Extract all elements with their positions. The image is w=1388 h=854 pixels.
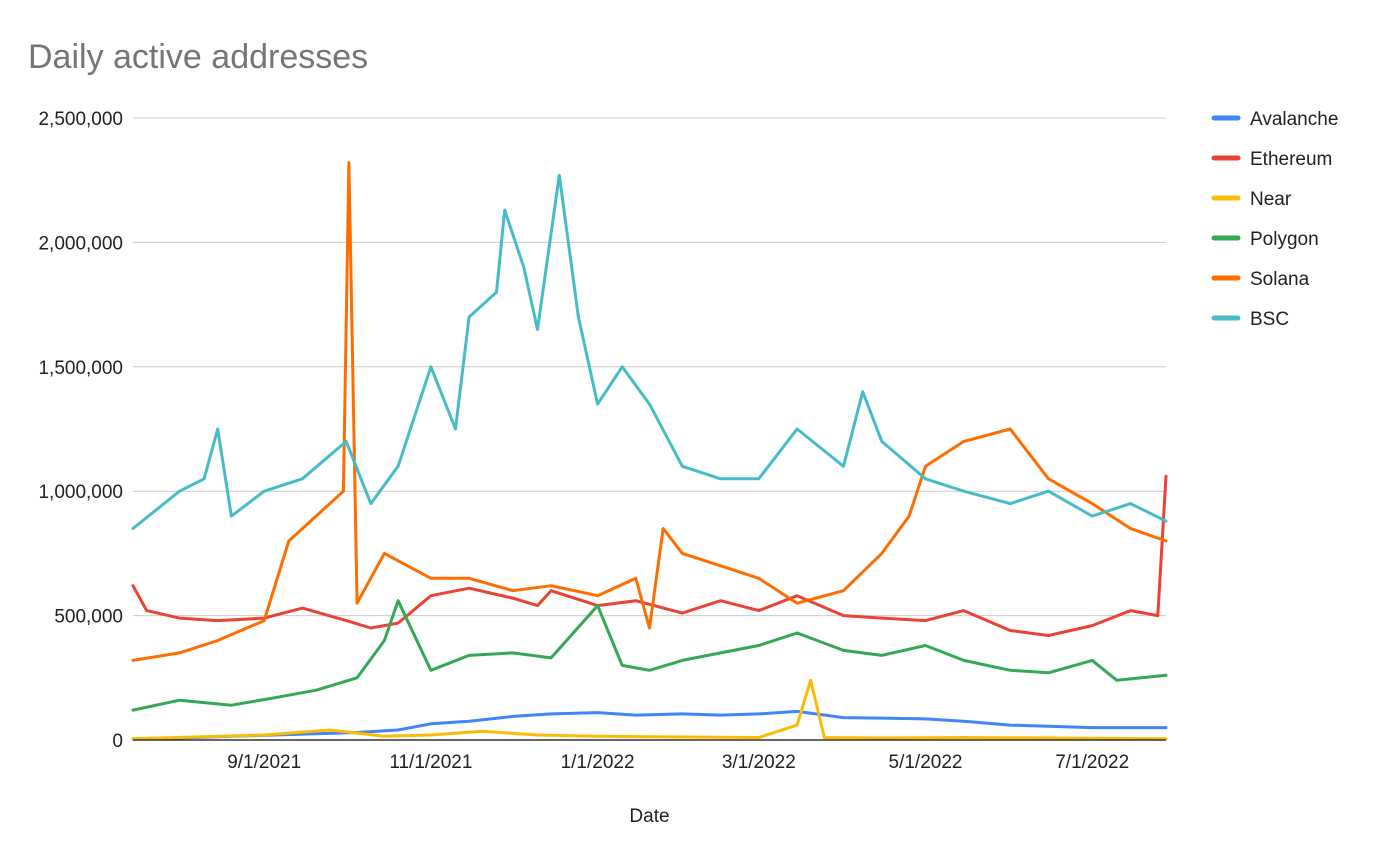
legend-label: BSC bbox=[1250, 309, 1289, 330]
y-tick-label: 0 bbox=[112, 731, 123, 752]
legend-label: Solana bbox=[1250, 269, 1310, 290]
legend-label: Near bbox=[1250, 189, 1292, 210]
series-line-polygon bbox=[131, 599, 1168, 712]
y-axis-ticks: 0 500,000 1,000,000 1,500,000 2,000,000 2,500… bbox=[38, 109, 123, 752]
chart-title: Daily active addresses bbox=[28, 38, 369, 76]
x-tick-label: 5/1/2022 bbox=[889, 752, 963, 773]
legend-label: Ethereum bbox=[1250, 149, 1332, 170]
x-axis-ticks: 9/1/2021 11/1/2021 1/1/2022 3/1/2022 5/1/202… bbox=[227, 752, 1129, 773]
y-tick-label: 1,500,000 bbox=[38, 358, 123, 379]
x-tick-label: 9/1/2021 bbox=[227, 752, 301, 773]
x-tick-label: 11/1/2021 bbox=[389, 752, 472, 773]
legend-label: Polygon bbox=[1250, 229, 1319, 250]
y-tick-label: 500,000 bbox=[54, 607, 123, 628]
legend-label: Avalanche bbox=[1250, 109, 1338, 130]
legend[interactable]: Avalanche Ethereum Near Polygon Solana BSC bbox=[1211, 109, 1338, 330]
legend-item-ethereum[interactable]: Ethereum bbox=[1211, 149, 1332, 170]
series-line-solana bbox=[131, 161, 1168, 662]
legend-item-avalanche[interactable]: Avalanche bbox=[1211, 109, 1338, 130]
y-tick-label: 2,500,000 bbox=[38, 109, 123, 130]
series-line-near bbox=[131, 678, 1168, 741]
series-line-ethereum bbox=[131, 474, 1168, 637]
x-axis-title: Date bbox=[629, 806, 669, 827]
legend-item-bsc[interactable]: BSC bbox=[1211, 309, 1289, 330]
y-tick-label: 2,000,000 bbox=[38, 233, 123, 254]
grid-layer bbox=[133, 117, 1166, 617]
x-tick-label: 1/1/2022 bbox=[561, 752, 635, 773]
series-layer bbox=[131, 161, 1168, 741]
x-tick-label: 3/1/2022 bbox=[722, 752, 796, 773]
series-line-avalanche bbox=[131, 709, 1168, 741]
legend-item-polygon[interactable]: Polygon bbox=[1211, 229, 1319, 250]
x-tick-label: 7/1/2022 bbox=[1055, 752, 1129, 773]
legend-item-near[interactable]: Near bbox=[1211, 189, 1292, 210]
legend-item-solana[interactable]: Solana bbox=[1211, 269, 1310, 290]
y-tick-label: 1,000,000 bbox=[38, 482, 123, 503]
series-line-bsc bbox=[131, 173, 1168, 530]
